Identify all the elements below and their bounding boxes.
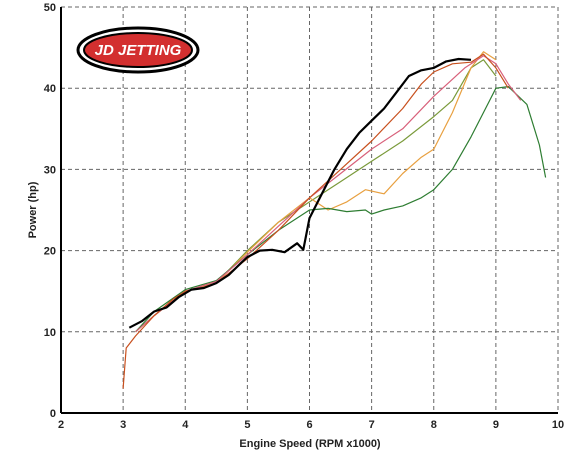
y-tick-label: 50 [44,2,56,14]
x-tick-labels: 2 3 4 5 6 7 8 9 10 [58,419,564,431]
y-tick-labels: 0 10 20 30 40 50 [44,2,56,420]
y-tick-label: 20 [44,246,56,258]
power-curve-line [135,55,522,333]
y-tick-label: 10 [44,327,56,339]
x-axis-label: Engine Speed (RPM x1000) [239,438,381,450]
x-tick-label: 7 [369,419,375,431]
x-tick-label: 3 [120,419,126,431]
x-tick-label: 4 [182,419,189,431]
x-tick-label: 5 [244,419,250,431]
logo-text: JD JETTING [95,42,182,59]
axes [60,7,558,414]
y-tick-label: 30 [44,164,56,176]
y-axis-label: Power (hp) [27,181,39,238]
y-tick-label: 40 [44,83,56,95]
y-tick-label: 0 [50,408,56,420]
series-lines [122,51,547,389]
jd-jetting-logo: JD JETTING [76,26,200,74]
x-tick-label: 2 [58,419,64,431]
power-curve-line [128,57,472,329]
x-tick-label: 8 [431,419,437,431]
x-tick-label: 9 [493,419,499,431]
x-tick-label: 10 [552,419,564,431]
x-tick-label: 6 [306,419,312,431]
